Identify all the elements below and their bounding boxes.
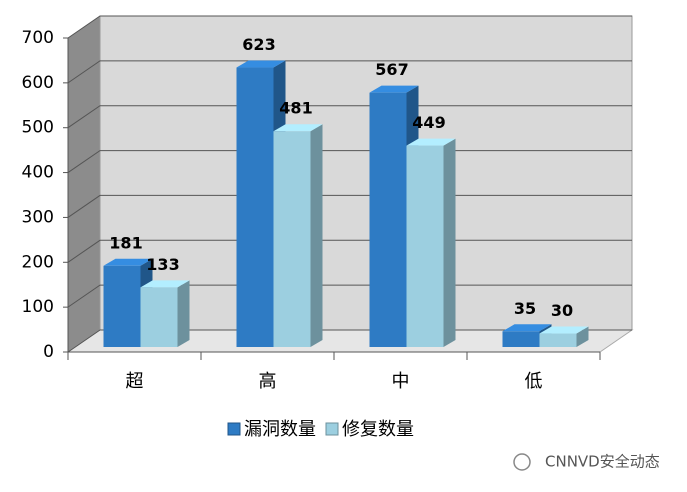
bar-front: [103, 265, 141, 347]
bar-side: [177, 280, 190, 347]
legend-swatch: [227, 422, 241, 436]
bar-side: [576, 326, 589, 347]
side-wall: [68, 16, 100, 352]
x-tick-label: 低: [525, 371, 543, 392]
bar-front: [140, 287, 178, 347]
data-label: 567: [375, 60, 408, 79]
legend-swatch: [325, 422, 339, 436]
grid-line: [67, 60, 632, 84]
watermark: CNNVD安全动态: [545, 453, 660, 471]
legend-label: 漏洞数量: [244, 419, 316, 440]
bar-side: [310, 124, 323, 347]
y-tick-label: 100: [22, 297, 54, 317]
bar-front: [369, 92, 407, 347]
y-tick-label: 200: [22, 252, 54, 272]
bar-front: [273, 131, 311, 347]
x-tick-label: 高: [259, 371, 277, 392]
bar-top: [406, 138, 456, 146]
legend-label: 修复数量: [342, 419, 414, 440]
bar-top: [539, 326, 589, 334]
bar: [406, 138, 456, 347]
y-tick-label: 300: [22, 207, 54, 227]
data-label: 30: [551, 301, 573, 320]
grid-line: [67, 105, 632, 129]
watermark-icon: [513, 453, 531, 471]
y-tick-label: 600: [22, 73, 54, 93]
bar-top: [236, 60, 286, 68]
bar-top: [140, 280, 190, 288]
y-tick-label: 700: [22, 28, 54, 48]
bar: [273, 124, 323, 347]
data-label: 481: [279, 99, 312, 118]
data-label: 133: [146, 255, 179, 274]
bar: [539, 326, 589, 347]
bar-top: [369, 85, 419, 93]
bar-front: [539, 333, 577, 347]
data-label: 623: [242, 35, 275, 54]
bar-top: [273, 124, 323, 132]
y-tick-label: 400: [22, 163, 54, 183]
bar-front: [502, 331, 540, 347]
bar: [140, 280, 190, 347]
grid-line: [67, 15, 632, 39]
x-tick-label: 超: [126, 371, 144, 392]
bar-front: [236, 67, 274, 347]
y-tick-label: 0: [43, 342, 54, 362]
data-label: 35: [514, 299, 536, 318]
data-label: 181: [109, 233, 142, 252]
bar-top: [103, 258, 153, 266]
data-label: 449: [412, 113, 445, 132]
bar-top: [502, 324, 552, 332]
y-tick-label: 500: [22, 118, 54, 138]
bar-front: [406, 145, 444, 347]
x-tick-label: 中: [392, 371, 410, 392]
bar-side: [443, 138, 456, 347]
